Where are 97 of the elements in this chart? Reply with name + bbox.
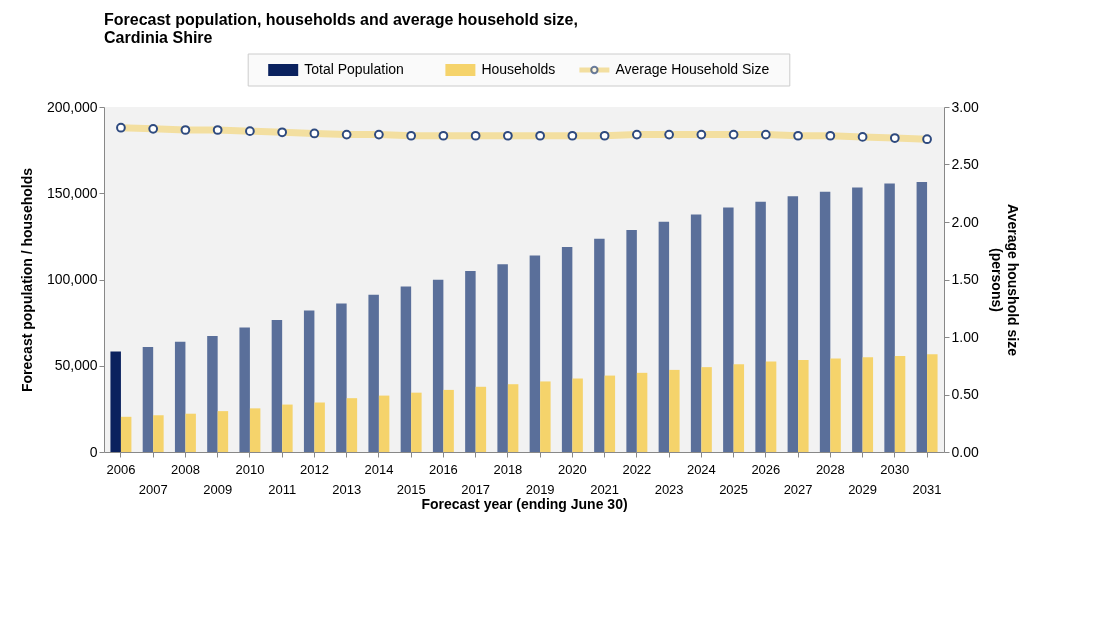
x-tick-label: 2020 [557,462,587,477]
x-tick-label: 2023 [654,482,684,497]
bar [884,183,895,452]
y2-tick-label: 0.50 [951,386,979,402]
x-tick-label: 2013 [332,482,362,497]
bar [303,310,315,452]
y2-tick-label: 2.50 [951,156,979,172]
bar [346,398,358,452]
x-tick-label: 2031 [912,482,942,497]
bar [336,303,347,452]
x-tick-label: 2022 [622,462,652,477]
bar [927,354,938,452]
x-tick-label: 2010 [235,462,265,477]
x-tick-label: 2026 [751,462,781,477]
bar [787,196,799,452]
x-tick-label: 2024 [686,462,716,477]
bar [282,404,293,452]
bar [400,286,412,452]
bar [572,378,583,452]
x-tick-label: 2012 [299,462,329,477]
x-tick-label: 2025 [719,482,749,497]
bar [894,355,906,452]
bar [443,389,454,452]
bar [411,392,422,452]
y-tick-label: 50,000 [54,357,98,374]
bar [830,358,841,452]
x-tick-label: 2014 [364,462,394,477]
y2-tick-label: 1.50 [951,271,979,287]
legend-label: Total Population [304,61,404,77]
bar [432,279,444,452]
bar [862,357,874,452]
y2-tick-label: 2.00 [951,213,979,230]
x-tick-label: 2008 [170,462,200,477]
bar [185,413,196,452]
bar [594,238,605,452]
bar [690,214,702,452]
x-tick-label: 2009 [203,482,233,497]
chart-title: Forecast population, households and average household size, Cardinia Shire [104,11,578,46]
bar [701,367,712,452]
bar [723,207,734,452]
x-tick-label: 2027 [783,482,813,497]
bar [765,361,777,452]
bar [755,201,766,452]
x-tick-label: 2017 [461,482,491,497]
x-tick-label: 2021 [590,482,620,497]
x-tick-label: 2015 [396,482,426,497]
bar [120,416,132,452]
bar [465,271,476,452]
bar [368,294,379,452]
bar [626,229,637,452]
legend-label: Average Household Size [615,61,770,77]
bar [217,411,229,452]
bar [314,402,325,452]
bar [239,327,250,452]
x-tick-label: 2030 [880,462,910,477]
bar [249,408,261,452]
bar [153,415,164,452]
x-tick-label: 2019 [525,482,555,497]
bar [174,341,186,452]
bar [658,221,670,452]
bar [561,247,573,452]
bar [733,364,745,452]
y-tick-label: 150,000 [46,184,98,201]
bar [207,336,218,452]
y2-tick-label: 0.00 [951,443,979,460]
x-tick-label: 2006 [106,462,136,477]
y-axis-title: Forecast population / households [18,167,35,393]
x-tick-label: 2011 [268,482,297,497]
y2-tick-label: 1.00 [951,328,979,345]
y2-tick-label: 3.00 [951,98,979,115]
bar [798,359,809,452]
bar [540,381,551,452]
bar [507,384,519,452]
bar [497,264,508,452]
bar [142,347,154,452]
y-tick-label: 200,000 [46,98,98,115]
x-tick-label: 2007 [138,482,168,497]
bar [916,182,928,452]
x-tick-label: 2029 [848,482,878,497]
legend-label: Households [481,61,556,77]
x-axis-title: Forecast year (ending June 30) [421,496,628,512]
bar [529,255,541,452]
bar [378,395,390,452]
y-tick-label: 0 [89,443,98,460]
bar [669,369,680,452]
bar [271,320,283,452]
bar [852,187,863,452]
bar [819,191,831,452]
bar [636,372,648,452]
x-tick-label: 2028 [815,462,845,477]
x-tick-label: 2016 [428,462,458,477]
x-tick-label: 2018 [493,462,523,477]
bar [110,351,121,452]
bar [604,375,616,452]
bar [475,386,487,452]
y2-axis-title: Average houshold size (persons) [988,204,1021,357]
y-tick-label: 100,000 [46,271,98,287]
